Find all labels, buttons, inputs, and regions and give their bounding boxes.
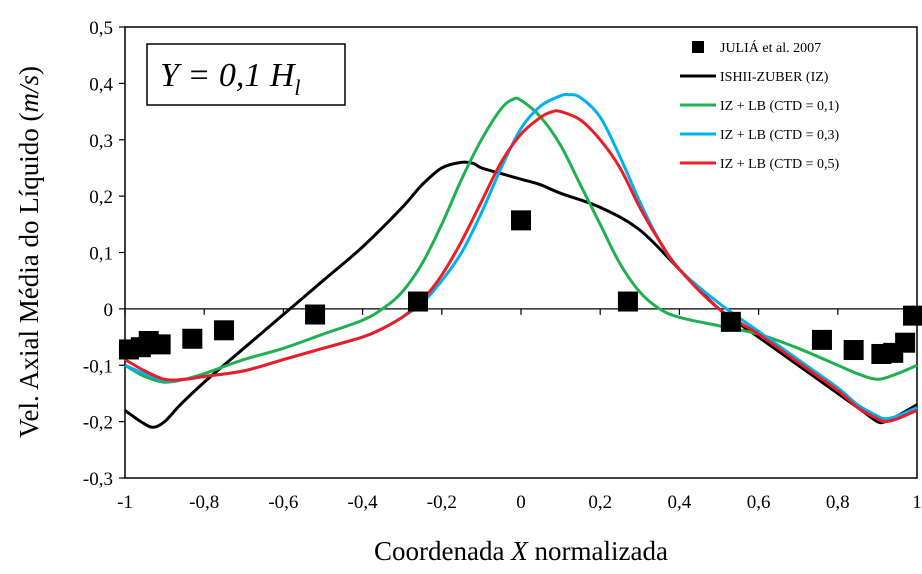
x-tick-label: -0,4: [348, 492, 379, 513]
y-tick-label: 0,2: [89, 187, 113, 208]
data-point: [843, 340, 864, 361]
data-point: [182, 328, 203, 349]
data-point: [903, 305, 922, 326]
x-tick-label: 0: [516, 492, 526, 513]
data-point: [511, 210, 531, 231]
x-tick-label: 1: [912, 492, 922, 513]
series-lines: [124, 92, 918, 429]
y-axis-ticks: -0,3 -0,2 -0,1 0 0,1 0,2 0,3 0,4 0,5: [83, 18, 125, 490]
x-tick-label: -1: [117, 492, 133, 513]
data-point: [720, 311, 741, 332]
y-tick-label: 0,1: [89, 244, 113, 265]
x-tick-label: -0,6: [268, 492, 298, 513]
legend-label: ISHII-ZUBER (IZ): [720, 70, 829, 85]
legend-label: IZ + LB (CTD = 0,5): [720, 157, 840, 172]
x-axis-title: Coordenada X normalizada: [374, 536, 668, 566]
x-tick-label: 0,4: [668, 492, 692, 513]
data-point: [895, 332, 916, 353]
y-tick-label: -0,3: [83, 469, 113, 490]
data-point: [150, 334, 171, 355]
series-line-1: [124, 160, 918, 429]
y-tick-label: 0,5: [89, 18, 113, 39]
y-tick-label: 0,4: [89, 74, 113, 95]
legend-label: IZ + LB (CTD = 0,3): [720, 128, 840, 143]
legend-swatch: [692, 41, 704, 53]
y-axis-title: Vel. Axial Média do Líquido (m/s): [14, 66, 44, 438]
x-tick-label: -0,8: [189, 492, 219, 513]
annotation-text: Y = 0,1 Hl: [160, 57, 301, 100]
data-point: [617, 291, 638, 312]
x-tick-label: 0,6: [747, 492, 771, 513]
x-tick-label: 0,8: [826, 492, 850, 513]
data-point: [408, 291, 429, 312]
data-point: [811, 329, 832, 350]
x-tick-label: 0,2: [588, 492, 612, 513]
data-point: [214, 320, 234, 341]
y-tick-label: -0,1: [83, 356, 113, 377]
legend-label: IZ + LB (CTD = 0,1): [720, 99, 840, 114]
series-line-2: [124, 96, 918, 384]
legend: JULIÁ et al. 2007 ISHII-ZUBER (IZ) IZ + LB…: [680, 39, 840, 172]
y-tick-label: 0: [104, 300, 114, 321]
legend-label: JULIÁ et al. 2007: [720, 39, 821, 56]
data-point: [305, 304, 326, 325]
y-tick-label: 0,3: [89, 131, 113, 152]
y-tick-label: -0,2: [83, 413, 113, 434]
x-axis-ticks: -1 -0,8 -0,6 -0,4 -0,2 0 0,2 0,4 0,6 0,8 1: [117, 308, 922, 513]
scatter-points: [118, 210, 922, 364]
series-line-4: [124, 109, 918, 424]
annotation-box: Y = 0,1 Hl: [146, 43, 346, 106]
x-tick-label: -0,2: [427, 492, 457, 513]
